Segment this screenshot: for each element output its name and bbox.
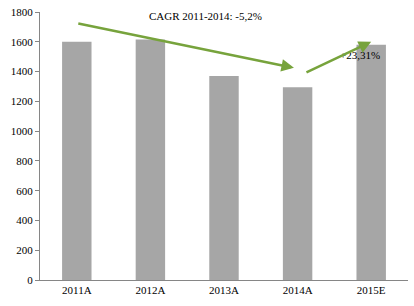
svg-text:0: 0 — [27, 274, 33, 286]
svg-text:2012A: 2012A — [135, 284, 165, 296]
svg-text:1800: 1800 — [11, 6, 34, 18]
svg-text:200: 200 — [16, 244, 33, 256]
svg-text:+23,31%: +23,31% — [340, 49, 380, 61]
svg-text:600: 600 — [16, 185, 33, 197]
svg-text:2013A: 2013A — [209, 284, 239, 296]
svg-text:1000: 1000 — [11, 125, 34, 137]
svg-text:400: 400 — [16, 214, 33, 226]
svg-text:1400: 1400 — [11, 65, 34, 77]
svg-text:2011A: 2011A — [62, 284, 92, 296]
svg-text:1200: 1200 — [11, 95, 34, 107]
svg-text:CAGR 2011-2014: -5,2%: CAGR 2011-2014: -5,2% — [149, 10, 262, 22]
svg-text:2015E: 2015E — [357, 284, 386, 296]
svg-text:800: 800 — [16, 155, 33, 167]
svg-text:2014A: 2014A — [283, 284, 313, 296]
svg-text:1600: 1600 — [11, 36, 34, 48]
